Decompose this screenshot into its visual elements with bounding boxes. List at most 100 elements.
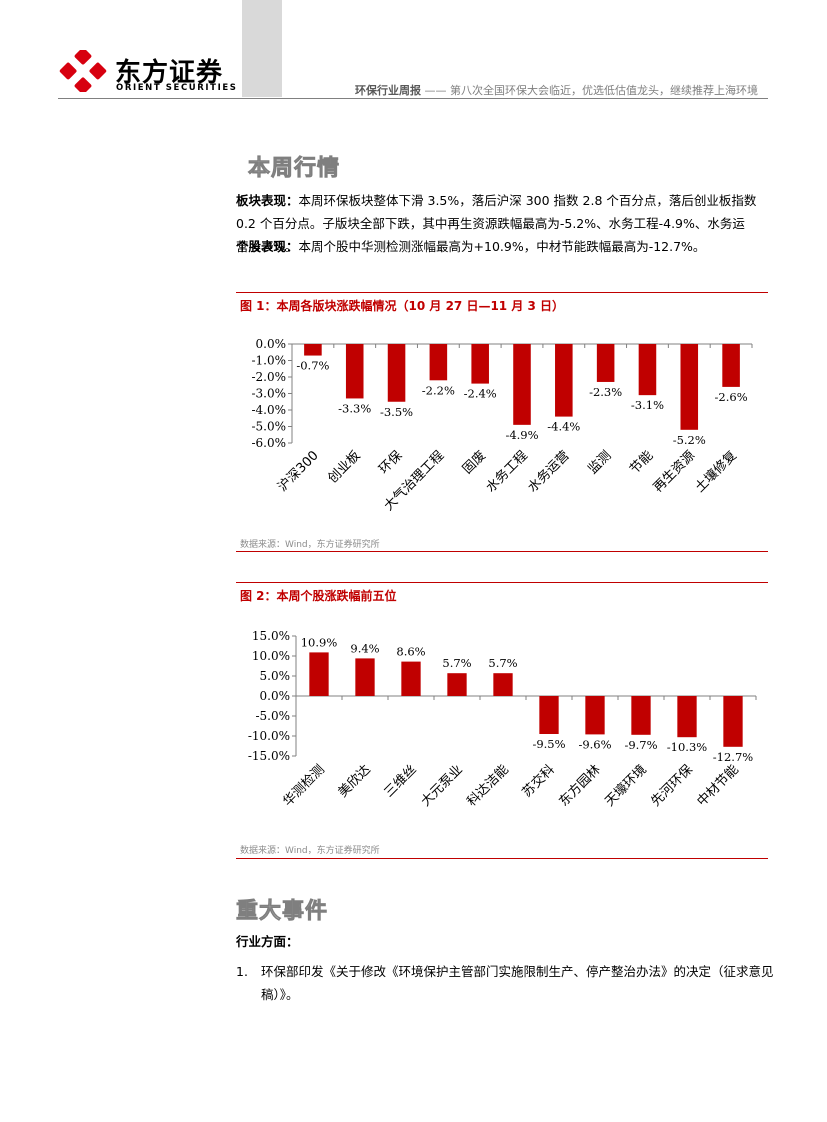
header-gray-tab (242, 0, 282, 97)
running-header: 环保行业周报 —— 第八次全国环保大会临近，优选低估值龙头，继续推荐上海环境 (355, 82, 758, 98)
data-label: -9.6% (578, 737, 611, 751)
data-label: -3.5% (380, 405, 413, 419)
y-tick-label: 15.0% (252, 629, 290, 643)
figure2-bottom-rule (236, 858, 768, 859)
bar (309, 652, 329, 696)
category-label: 沪深300 (274, 448, 321, 495)
bar (723, 696, 743, 747)
figure2-source: 数据来源：Wind，东方证券研究所 (240, 846, 380, 856)
bar (539, 696, 559, 734)
data-label: -0.7% (296, 359, 329, 373)
category-label: 东方园林 (556, 762, 604, 810)
category-label: 水务工程 (483, 448, 531, 496)
bar (345, 344, 364, 399)
y-tick-label: -5.0% (251, 420, 286, 434)
category-label: 创业板 (325, 448, 363, 486)
y-tick-label: 0.0% (256, 337, 287, 351)
category-label: 监测 (585, 448, 614, 477)
data-label: -2.6% (715, 390, 748, 404)
category-label: 中材节能 (694, 762, 741, 809)
bar (471, 344, 489, 384)
sector-change-chart: 0.0% -1.0% -2.0% -3.0% -4.0% -5.0% -6.0% -0.7% 沪… (251, 337, 753, 514)
data-label: -4.9% (505, 428, 538, 442)
data-label: 8.6% (396, 645, 425, 659)
figure2-top-rule (236, 582, 768, 583)
y-tick-label: 0.0% (260, 689, 291, 703)
data-label: -2.2% (422, 383, 455, 397)
category-label: 苏交科 (519, 762, 558, 801)
bar (596, 344, 615, 382)
category-label: 环保 (376, 448, 405, 477)
category-label: 节能 (627, 448, 656, 477)
bar (585, 696, 605, 735)
category-label: 大元泵业 (418, 762, 465, 809)
stock-performance-label: 个股表现： (236, 239, 299, 254)
bar (401, 661, 421, 696)
data-label: 10.9% (301, 635, 338, 649)
orient-logo-icon (59, 50, 107, 92)
bar (631, 696, 651, 735)
y-tick-label: -10.0% (248, 729, 290, 743)
category-label: 水务运营 (525, 448, 573, 496)
sector-performance-text: 本周环保板块整体下滑 3.5%，落后沪深 300 指数 2.8 个百分点，落后创… (236, 193, 757, 254)
y-tick-label: -1.0% (251, 354, 286, 368)
y-tick-label: 5.0% (260, 669, 291, 683)
logo-chinese-name: 东方证券 (115, 58, 224, 88)
stock-performance-text: 本周个股中华测检测涨幅最高为+10.9%，中材节能跌幅最高为-12.7%。 (298, 239, 706, 254)
section-title-major-events: 重大事件 (236, 899, 329, 925)
data-label: -3.1% (631, 398, 664, 412)
event-list-item: 1. 环保部印发《关于修改《环境保护主管部门实施限制生产、停产整治办法》的决定（… (236, 960, 776, 1006)
event-text: 环保部印发《关于修改《环境保护主管部门实施限制生产、停产整治办法》的决定（征求意… (261, 964, 774, 1002)
bar (493, 673, 513, 696)
y-tick-label: -5.0% (255, 709, 290, 723)
bar (680, 344, 699, 430)
category-label: 华测检测 (280, 762, 327, 809)
y-tick-label: 10.0% (252, 649, 290, 663)
bar (304, 344, 322, 356)
y-tick-label: -15.0% (248, 749, 290, 763)
bar (513, 344, 531, 425)
logo-english-name: ORIENT SECURITIES (116, 83, 238, 93)
bar (677, 696, 697, 738)
industry-subheading: 行业方面： (236, 934, 299, 949)
figure1-title: 图 1：本周各版块涨跌幅情况（10 月 27 日—11 月 3 日） (240, 299, 565, 313)
category-label: 土壤修复 (692, 448, 740, 496)
figure1-top-rule (236, 292, 768, 293)
report-type: 环保行业周报 (355, 84, 421, 97)
data-label: 9.4% (350, 641, 379, 655)
event-number: 1. (236, 964, 248, 979)
category-label: 科达洁能 (464, 762, 511, 809)
category-label: 先河环保 (648, 762, 695, 809)
y-tick-label: -2.0% (251, 370, 286, 384)
category-label: 固废 (459, 448, 489, 478)
y-tick-label: -6.0% (251, 436, 286, 450)
bar (387, 344, 406, 402)
sector-performance-paragraph: 板块表现：本周环保板块整体下滑 3.5%，落后沪深 300 指数 2.8 个百分… (236, 189, 776, 258)
data-label: -4.4% (547, 420, 580, 434)
data-label: 5.7% (488, 656, 517, 670)
bar (722, 344, 740, 387)
data-label: -10.3% (667, 740, 707, 754)
bar (447, 673, 467, 696)
header-dash: —— (421, 84, 450, 97)
category-label: 再生资源 (651, 448, 698, 495)
sector-performance-label: 板块表现： (236, 193, 299, 208)
data-label: 5.7% (442, 656, 471, 670)
category-label: 美欣达 (336, 762, 374, 800)
figure2-title: 图 2：本周个股涨跌幅前五位 (240, 589, 397, 603)
category-label: 三维丝 (382, 762, 420, 800)
stock-change-chart: 15.0% 10.0% 5.0% 0.0% -5.0% -10.0% -15.0% 10.9%… (248, 629, 757, 810)
data-label: -9.7% (624, 738, 657, 752)
section-title-weekly-market: 本周行情 (248, 156, 341, 182)
bar (638, 344, 657, 396)
category-label: 天壕环境 (602, 762, 650, 810)
figure1-bottom-rule (236, 551, 768, 552)
bar (555, 344, 573, 417)
data-label: -2.3% (589, 385, 622, 399)
data-label: -9.5% (532, 737, 565, 751)
figure1-source: 数据来源：Wind，东方证券研究所 (240, 540, 380, 550)
y-tick-label: -3.0% (251, 387, 286, 401)
header-divider (58, 98, 768, 99)
data-label: -12.7% (713, 750, 753, 764)
data-label: -5.2% (673, 433, 706, 447)
